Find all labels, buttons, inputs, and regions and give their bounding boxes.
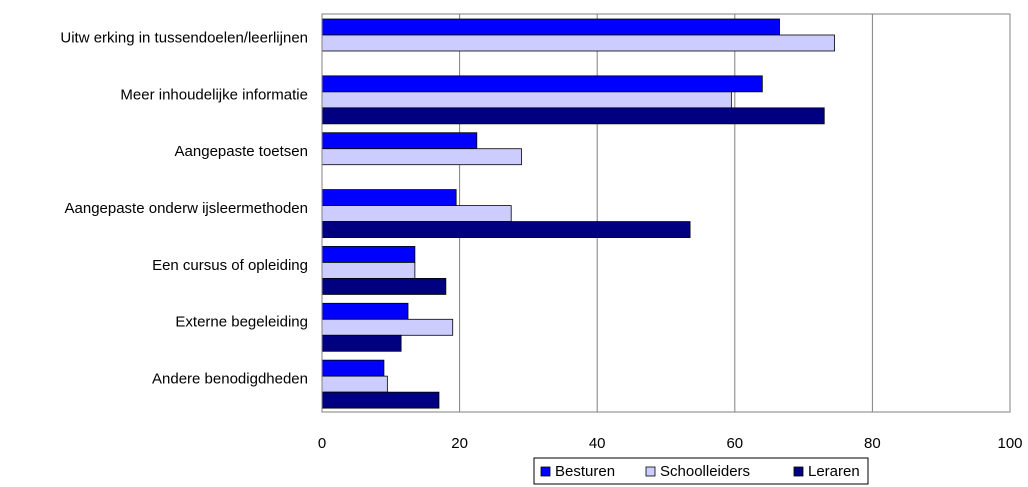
legend: Besturen Schoolleiders Leraren	[533, 457, 869, 485]
category-label-2: Aangepaste toetsen	[175, 143, 308, 160]
bar-leraren-4	[321, 278, 447, 295]
bar-leraren-6	[321, 391, 440, 409]
bar-schoolleiders-2	[321, 148, 522, 166]
x-tick-label-0: 0	[318, 435, 326, 452]
bar-besturen-6	[321, 359, 385, 377]
bar-schoolleiders-1	[321, 91, 732, 109]
bar-besturen-0	[321, 18, 780, 36]
bar-leraren-3	[321, 221, 691, 238]
legend-label-besturen: Besturen	[555, 463, 615, 480]
category-label-4: Een cursus of opleiding	[152, 257, 308, 274]
category-label-3: Aangepaste onderw ijsleermethoden	[65, 200, 309, 217]
bar-schoolleiders-4	[321, 262, 416, 279]
category-labels: Uitw erking in tussendoelen/leerlijnen Me…	[60, 29, 308, 387]
x-axis-ticks: 0 20 40 60 80 100	[318, 435, 1023, 452]
bar-besturen-1	[321, 75, 763, 93]
bar-besturen-3	[321, 189, 457, 206]
x-tick-label-1: 20	[451, 435, 468, 452]
bar-schoolleiders-0	[321, 34, 835, 52]
bar-schoolleiders-3	[321, 205, 512, 222]
legend-box	[533, 457, 869, 485]
bar-leraren-1	[321, 107, 825, 125]
category-label-0: Uitw erking in tussendoelen/leerlijnen	[60, 29, 308, 46]
legend-label-schoolleiders: Schoolleiders	[660, 463, 750, 480]
bars	[321, 18, 835, 409]
legend-swatch-schoolleiders	[645, 466, 656, 477]
gridlines	[459, 14, 873, 412]
x-tick-label-4: 80	[864, 435, 881, 452]
x-tick-label-2: 40	[589, 435, 606, 452]
category-label-5: Externe begeleiding	[175, 314, 308, 331]
legend-label-leraren: Leraren	[808, 463, 860, 480]
bar-schoolleiders-6	[321, 375, 388, 393]
legend-swatch-besturen	[540, 466, 551, 477]
bar-schoolleiders-5	[321, 318, 454, 336]
plot-frame	[321, 13, 1011, 413]
bar-leraren-5	[321, 334, 402, 352]
legend-swatch-leraren	[793, 466, 804, 477]
x-tick-label-5: 100	[997, 435, 1022, 452]
bar-besturen-5	[321, 302, 409, 320]
bar-besturen-4	[321, 246, 416, 263]
category-label-1: Meer inhoudelijke informatie	[120, 86, 308, 103]
x-tick-label-3: 60	[726, 435, 743, 452]
category-label-6: Andere benodigdheden	[152, 371, 308, 388]
bar-besturen-2	[321, 132, 478, 150]
